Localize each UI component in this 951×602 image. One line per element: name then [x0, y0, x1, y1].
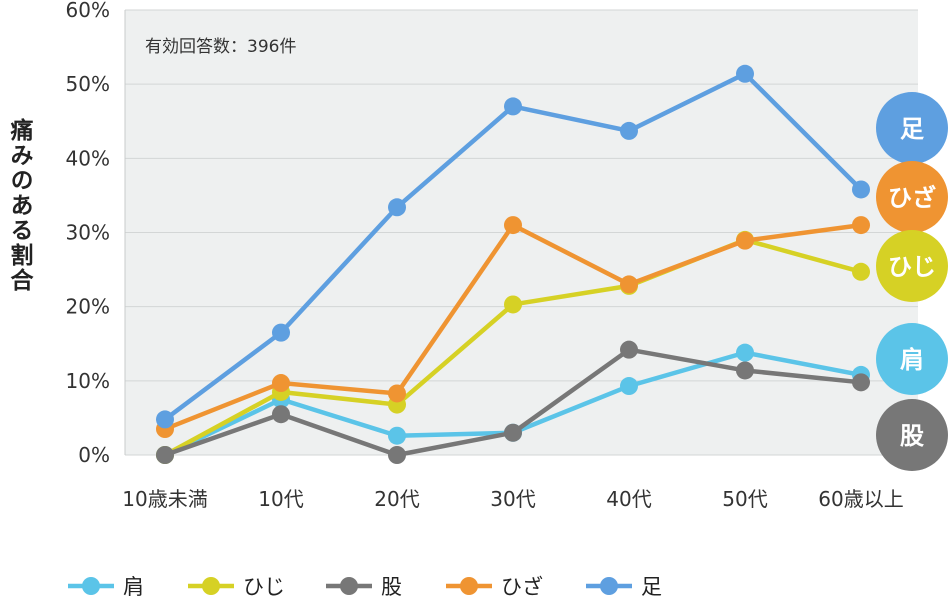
data-point	[620, 275, 638, 294]
data-point	[736, 231, 754, 250]
badge-label: 股	[900, 422, 924, 450]
data-point	[852, 216, 870, 235]
legend-item: ひじ	[188, 575, 285, 599]
x-tick-label: 60歳以上	[818, 487, 903, 511]
x-tick-label: 10代	[258, 487, 303, 511]
y-axis-label-container: 痛みのある割合	[2, 118, 32, 293]
badge-label: ひざ	[888, 184, 936, 212]
y-tick-label: 50%	[66, 72, 110, 96]
legend-item: 肩	[68, 575, 144, 599]
series-3	[156, 340, 870, 464]
badge-label: ひじ	[888, 253, 936, 281]
data-point	[852, 373, 870, 392]
badge-circle	[876, 323, 948, 395]
data-point	[852, 180, 870, 199]
data-point	[736, 64, 754, 83]
badge-circle	[876, 399, 948, 471]
legend-marker	[82, 577, 100, 595]
end-label-badge: ひじ	[876, 230, 948, 302]
legend: 肩 ひじ 股 ひざ 足	[68, 575, 662, 599]
data-point	[156, 446, 174, 464]
data-point	[504, 423, 522, 442]
data-point	[388, 446, 406, 464]
y-tick-label: 60%	[66, 0, 110, 22]
y-tick-label: 0%	[78, 443, 110, 467]
legend-label: ひざ	[501, 575, 543, 599]
x-tick-label: 30代	[490, 487, 535, 511]
legend-marker	[202, 577, 220, 595]
y-tick-label: 20%	[66, 295, 110, 319]
end-label-badge: 肩	[876, 323, 948, 395]
legend-marker	[600, 577, 618, 595]
series-group	[156, 64, 870, 464]
end-label-badge: 股	[876, 399, 948, 471]
data-point	[504, 97, 522, 116]
data-point	[156, 410, 174, 429]
x-tick-label: 20代	[374, 487, 419, 511]
data-point	[504, 216, 522, 235]
legend-label: 肩	[123, 575, 144, 599]
data-point	[388, 384, 406, 403]
y-axis-ticks: 0% 10% 20% 30% 40% 50% 60%	[66, 0, 110, 467]
y-tick-label: 30%	[66, 221, 110, 245]
x-tick-label: 50代	[722, 487, 767, 511]
badge-circle	[876, 161, 948, 233]
data-point	[620, 377, 638, 396]
badge-circle	[876, 230, 948, 302]
end-label-badge: 足	[876, 92, 948, 164]
response-count-annotation: 有効回答数：396件	[145, 37, 296, 57]
legend-label: 股	[381, 575, 402, 599]
data-point	[736, 343, 754, 362]
data-point	[272, 405, 290, 424]
badge-circle	[876, 92, 948, 164]
x-tick-label: 10歳未満	[122, 487, 207, 511]
legend-item: 股	[326, 575, 402, 599]
data-point	[620, 340, 638, 359]
data-point	[388, 426, 406, 445]
y-axis-label: 痛みのある割合	[6, 118, 32, 293]
data-point	[620, 121, 638, 140]
data-point	[272, 323, 290, 342]
x-tick-label: 40代	[606, 487, 651, 511]
legend-marker	[340, 577, 358, 595]
y-tick-label: 40%	[66, 146, 110, 170]
legend-label: ひじ	[243, 575, 285, 599]
x-axis-ticks: 10歳未満 10代 20代 30代 40代 50代 60歳以上	[122, 487, 903, 511]
badge-label: 足	[900, 115, 924, 143]
badge-label: 肩	[900, 346, 924, 374]
data-point	[736, 361, 754, 380]
series-5	[156, 64, 870, 429]
data-point	[272, 374, 290, 393]
end-label-badge: ひざ	[876, 161, 948, 233]
data-point	[504, 295, 522, 314]
data-point	[388, 198, 406, 217]
y-tick-label: 10%	[66, 369, 110, 393]
data-point	[852, 262, 870, 281]
legend-item: ひざ	[446, 575, 543, 599]
legend-marker	[460, 577, 478, 595]
legend-label: 足	[641, 575, 662, 599]
legend-item: 足	[586, 575, 662, 599]
